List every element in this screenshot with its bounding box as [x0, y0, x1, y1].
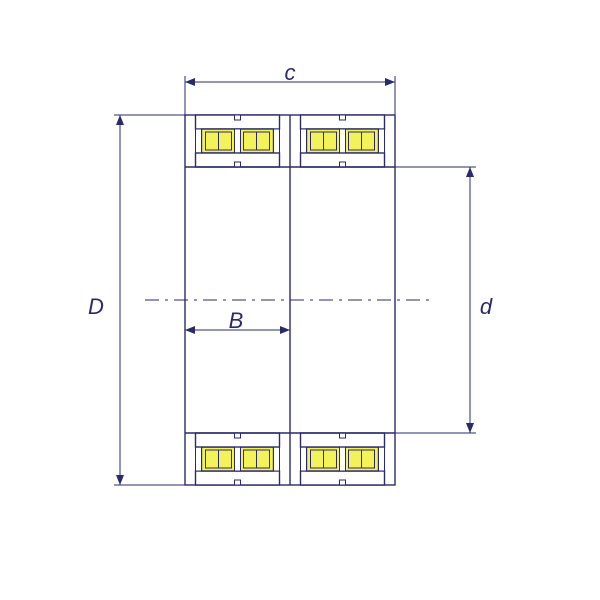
dimension-label-d: d	[480, 294, 493, 319]
dimension-label-D: D	[88, 294, 104, 319]
dimension-label-B: B	[229, 308, 244, 333]
dimension-label-c: c	[285, 60, 296, 85]
